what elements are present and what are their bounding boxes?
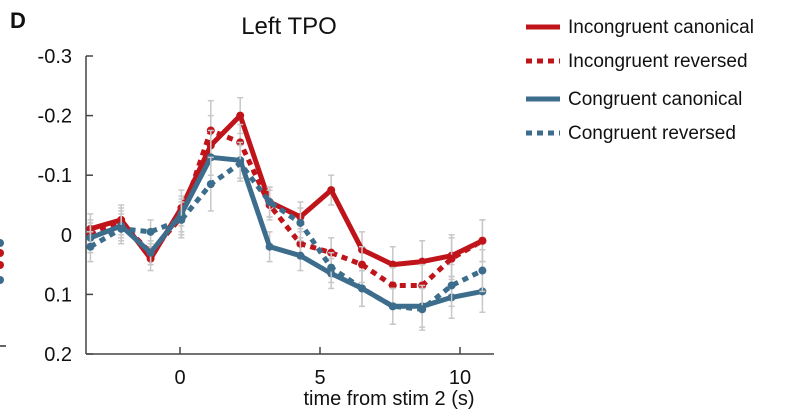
series-line [89, 113, 484, 268]
y-tick-label: 0.2 [44, 344, 72, 366]
data-point [296, 251, 305, 260]
neighbor-panel-fragment [0, 239, 6, 347]
y-axis: -0.3 -0.2 -0.1 0 0.1 0.2 [38, 46, 93, 366]
legend-item: Congruent reversed [526, 123, 736, 144]
data-point [265, 242, 274, 251]
x-tick-group: 0 5 10 [174, 347, 471, 389]
neighbor-marker [0, 239, 4, 247]
y-tick-group: -0.3 -0.2 -0.1 0 0.1 0.2 [38, 46, 93, 366]
data-point [388, 302, 397, 311]
legend-item: Congruent canonical [526, 89, 742, 110]
data-point [447, 281, 456, 290]
x-tick-label: 0 [174, 367, 185, 389]
y-tick-label: 0 [61, 225, 72, 247]
data-point [478, 266, 487, 275]
data-point [447, 254, 456, 263]
y-tick-label: -0.1 [38, 165, 72, 187]
data-point [418, 305, 427, 314]
data-point [327, 263, 336, 272]
data-point [206, 180, 215, 189]
legend-item: Incongruent reversed [526, 51, 748, 72]
y-tick-label: 0.1 [44, 284, 72, 306]
data-point [236, 111, 245, 120]
series-congruent-reversed [86, 144, 487, 331]
data-point [358, 260, 366, 269]
legend: Incongruent canonical Incongruent reverse… [526, 17, 754, 144]
panel-label: D [10, 8, 26, 33]
neighbor-marker [0, 276, 4, 284]
data-point [388, 281, 397, 290]
x-tick-label: 10 [449, 367, 471, 389]
data-point [146, 227, 155, 236]
data-point [388, 260, 397, 269]
data-point [146, 248, 155, 257]
series-line [89, 154, 483, 309]
data-point [478, 236, 487, 245]
data-point [265, 198, 274, 207]
x-tick-label: 5 [314, 367, 325, 389]
data-point [296, 218, 305, 227]
data-point [327, 186, 336, 195]
legend-label: Incongruent canonical [568, 17, 754, 38]
legend-label: Congruent canonical [568, 89, 742, 110]
data-point [418, 257, 427, 266]
series-line [89, 160, 484, 312]
data-point [86, 242, 95, 251]
neighbor-marker [0, 261, 4, 269]
data-point [358, 284, 366, 293]
y-tick-label: -0.3 [38, 46, 72, 68]
plot-area [86, 96, 487, 331]
legend-label: Congruent reversed [568, 123, 736, 144]
series-incongruent-reversed [86, 99, 487, 308]
chart-title: Left TPO [241, 13, 337, 40]
x-axis: 0 5 10 time from stim 2 (s) [86, 347, 494, 410]
legend-item: Incongruent canonical [526, 17, 754, 38]
data-point [236, 159, 245, 168]
legend-label: Incongruent reversed [568, 51, 748, 72]
x-axis-label: time from stim 2 (s) [303, 388, 474, 410]
data-point [177, 215, 186, 224]
data-point [117, 224, 126, 233]
neighbor-marker [0, 249, 4, 257]
y-tick-label: -0.2 [38, 106, 72, 128]
series-incongruent-canonical [86, 96, 487, 284]
